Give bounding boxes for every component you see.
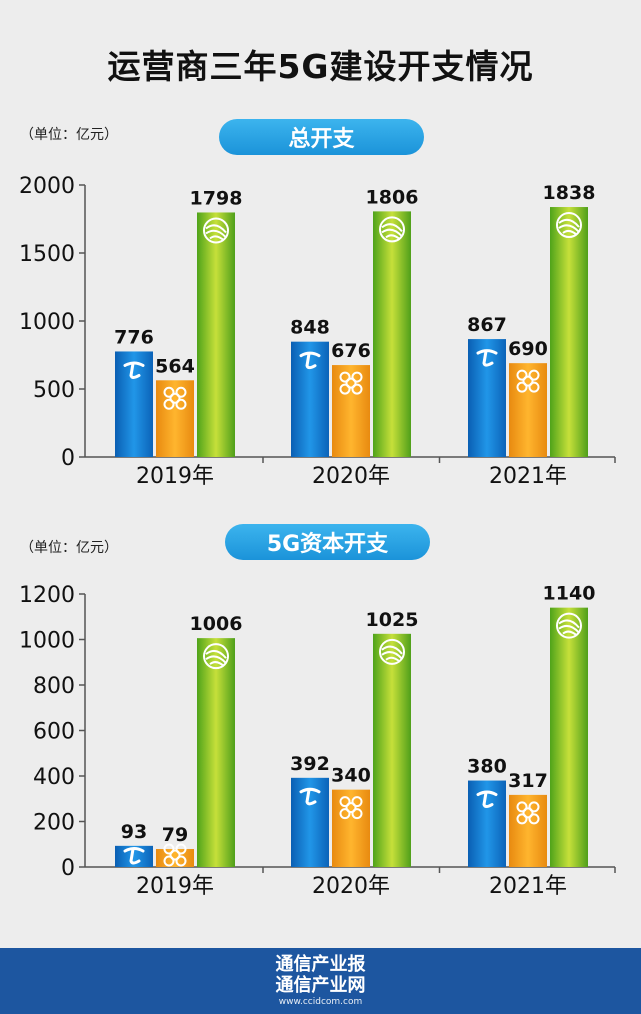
bar [197,638,235,867]
x-tick-label: 2021年 [489,464,567,489]
data-label: 867 [467,314,507,336]
page-title: 运营商三年5G建设开支情况 [107,47,534,86]
china-unicom-logo-icon [339,796,363,820]
china-telecom-logo-icon [476,790,498,809]
china-unicom-logo-icon [163,843,187,867]
bar-group: 340 [331,765,371,867]
data-label: 392 [290,753,330,775]
unit-label: （单位：亿元） [20,127,118,143]
y-tick-label: 600 [33,720,75,745]
data-label: 340 [331,765,371,787]
china-mobile-logo-icon [379,216,405,243]
china-telecom-logo-icon [299,787,321,806]
y-tick-label: 0 [61,446,75,471]
x-tick-label: 2021年 [489,874,567,899]
bar [332,789,370,867]
bar-group: 1838 [543,182,596,457]
bar-group: 79 [156,824,194,867]
y-tick-label: 1000 [19,629,75,654]
bar [332,365,370,457]
data-label: 79 [162,824,188,846]
y-tick-label: 500 [33,378,75,403]
data-label: 690 [508,338,548,360]
unit-label: （单位：亿元） [20,540,118,556]
china-telecom-logo-icon [476,349,498,367]
china-mobile-logo-icon [203,217,229,244]
bar [550,607,588,867]
bar-group: 676 [331,340,371,457]
bar [291,341,329,457]
data-label: 848 [290,317,330,339]
china-mobile-logo-icon [556,212,582,239]
data-label: 1006 [190,613,243,635]
bar [550,207,588,457]
bar [509,794,547,867]
bar-group: 1140 [543,583,596,867]
bar [156,849,194,867]
bar-group: 317 [508,770,548,867]
y-tick-label: 800 [33,674,75,699]
chart-title-pill: 5G资本开支 [225,524,430,560]
data-label: 317 [508,770,548,792]
bar-group: 1806 [366,186,419,457]
bar-group: 1006 [190,613,243,867]
y-tick-label: 0 [61,856,75,881]
bar [115,351,153,457]
y-tick-label: 1200 [19,583,75,608]
x-tick-label: 2020年 [312,464,390,489]
y-tick-label: 1000 [19,310,75,335]
y-tick-label: 200 [33,811,75,836]
data-label: 1838 [543,182,596,204]
footer-brand-2: 通信产业网 [275,975,366,996]
china-unicom-logo-icon [339,371,363,395]
bar [468,339,506,457]
china-unicom-logo-icon [516,369,540,393]
data-label: 1798 [190,187,243,209]
y-tick-label: 400 [33,765,75,790]
data-label: 1806 [366,186,419,208]
data-label: 776 [114,326,154,348]
china-telecom-logo-icon [123,847,145,865]
bar-group: 867 [467,314,507,457]
china-mobile-logo-icon [379,638,405,665]
x-tick-label: 2019年 [136,464,214,489]
data-label: 564 [155,355,195,377]
data-label: 380 [467,756,507,778]
data-label: 676 [331,340,371,362]
bar-group: 776 [114,326,154,457]
chart-title-pill: 总开支 [219,119,424,155]
bar-group: 690 [508,338,548,457]
5g-capex-chart: 0 200 400 600 800 1000 1200 93 79 1006 2019年 392340… [19,583,616,899]
footer-url: www.ccidcom.com [278,997,363,1007]
bar-group: 848 [290,317,330,457]
data-label: 1025 [366,609,419,631]
footer-brand-1: 通信产业报 [275,954,366,975]
china-mobile-logo-icon [203,643,229,670]
bar [373,211,411,457]
data-label: 93 [121,821,147,843]
bar [197,212,235,457]
x-tick-label: 2019年 [136,874,214,899]
china-unicom-logo-icon [516,801,540,825]
bar-group: 380 [467,756,507,867]
bar-group: 1798 [190,187,243,457]
y-tick-label: 2000 [19,174,75,199]
bar [373,633,411,867]
china-telecom-logo-icon [123,361,145,379]
data-label: 1140 [543,583,596,605]
x-tick-label: 2020年 [312,874,390,899]
bar-group: 392 [290,753,330,867]
bar-group: 564 [155,355,195,457]
footer-banner: 通信产业报 通信产业网 www.ccidcom.com [0,948,641,1014]
y-tick-label: 1500 [19,242,75,267]
bar [509,363,547,457]
bar-group: 1025 [366,609,419,867]
china-unicom-logo-icon [163,386,187,410]
china-mobile-logo-icon [556,612,582,639]
bar-group: 93 [115,821,153,867]
china-telecom-logo-icon [299,351,321,370]
